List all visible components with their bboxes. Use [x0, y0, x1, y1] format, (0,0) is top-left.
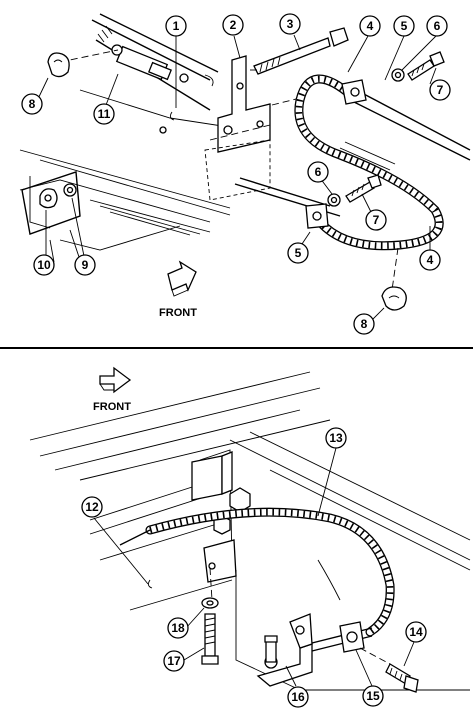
bracket-16: [256, 613, 313, 687]
clip-11-assembly: [59, 25, 189, 83]
clamp-5-upper: [341, 79, 367, 105]
callout-12: 12: [81, 496, 103, 518]
callout-7-lower: 7: [365, 209, 387, 231]
top-callouts: 1 2 3 4 5 6 7 8 11 10 9 6 7 5 4 8: [21, 13, 451, 335]
svg-text:17: 17: [167, 654, 181, 668]
svg-text:6: 6: [434, 19, 441, 33]
svg-text:18: 18: [171, 621, 185, 635]
bottom-callouts: 13 12 18 17 14 16 15: [81, 427, 427, 708]
callout-6: 6: [426, 15, 448, 37]
callout-5-lower: 5: [287, 242, 309, 264]
callout-2: 2: [222, 14, 244, 36]
svg-text:14: 14: [409, 625, 423, 639]
front-arrow-icon: [167, 260, 197, 297]
callout-15: 15: [362, 685, 384, 707]
svg-text:11: 11: [98, 107, 111, 121]
hex-nut-top: [229, 487, 251, 513]
svg-text:7: 7: [437, 83, 444, 97]
svg-text:4: 4: [367, 19, 374, 33]
callout-10: 10: [33, 254, 55, 276]
bracket-2: [209, 55, 271, 153]
svg-text:3: 3: [287, 17, 294, 31]
callout-4: 4: [359, 15, 381, 37]
callout-3: 3: [279, 13, 301, 35]
svg-text:2: 2: [230, 18, 237, 32]
washer-9: [63, 183, 77, 197]
bottom-front-label: FRONT: [93, 401, 131, 413]
top-panel: FRONT 1 2 3 4 5 6 7: [19, 13, 471, 335]
callout-14: 14: [405, 621, 427, 643]
callout-8-lower: 8: [353, 313, 375, 335]
svg-text:10: 10: [37, 258, 51, 272]
callout-8: 8: [21, 93, 43, 115]
vehicle-body-top: [19, 149, 231, 263]
small-washer-1: [159, 111, 175, 134]
callout-13: 13: [325, 427, 347, 449]
svg-text:7: 7: [373, 213, 380, 227]
nut-6-upper: [391, 68, 405, 82]
vehicle-frame: [29, 371, 471, 691]
svg-text:9: 9: [82, 258, 89, 272]
mount-bracket-lower: [203, 539, 237, 601]
svg-text:4: 4: [427, 253, 434, 267]
svg-text:13: 13: [329, 431, 343, 445]
cable-end-12: [147, 579, 153, 589]
callout-7: 7: [429, 79, 451, 101]
clamp-15: [339, 621, 365, 653]
front-arrow-icon: [99, 366, 132, 394]
svg-text:8: 8: [29, 97, 36, 111]
callout-16: 16: [287, 686, 309, 708]
svg-text:1: 1: [173, 19, 180, 33]
bolt-17: [201, 613, 219, 665]
svg-text:15: 15: [366, 689, 380, 703]
nut-10: [39, 188, 58, 209]
svg-text:6: 6: [315, 165, 322, 179]
svg-text:12: 12: [85, 500, 99, 514]
clamp-8-left: [47, 52, 70, 78]
upper-bracket-housing: [191, 451, 233, 501]
top-front-label: FRONT: [159, 307, 197, 319]
spiral-cable-4: [294, 74, 444, 251]
clamp-8-lower: [381, 247, 407, 311]
callout-17: 17: [163, 650, 185, 672]
clamp-5-lower: [305, 203, 329, 229]
svg-text:8: 8: [361, 317, 368, 331]
screw-7-lower: [345, 174, 382, 203]
washer-18: [201, 597, 219, 609]
svg-text:5: 5: [401, 19, 408, 33]
bolt-3: [250, 27, 349, 75]
callout-1: 1: [165, 15, 187, 37]
callout-11: 11: [93, 103, 115, 125]
bottom-leaders: [93, 447, 415, 687]
callout-9: 9: [74, 254, 96, 276]
spiral-cable-13: [119, 507, 395, 637]
bolt-14: [359, 647, 419, 693]
callout-6-lower: 6: [307, 161, 329, 183]
callout-4-lower: 4: [419, 249, 441, 271]
svg-text:16: 16: [291, 690, 305, 704]
callout-18: 18: [167, 617, 189, 639]
screw-7-upper: [407, 51, 445, 81]
svg-text:5: 5: [295, 246, 302, 260]
nut-6-lower: [327, 193, 341, 207]
bottom-panel: FRONT: [29, 366, 471, 708]
callout-5: 5: [393, 15, 415, 37]
